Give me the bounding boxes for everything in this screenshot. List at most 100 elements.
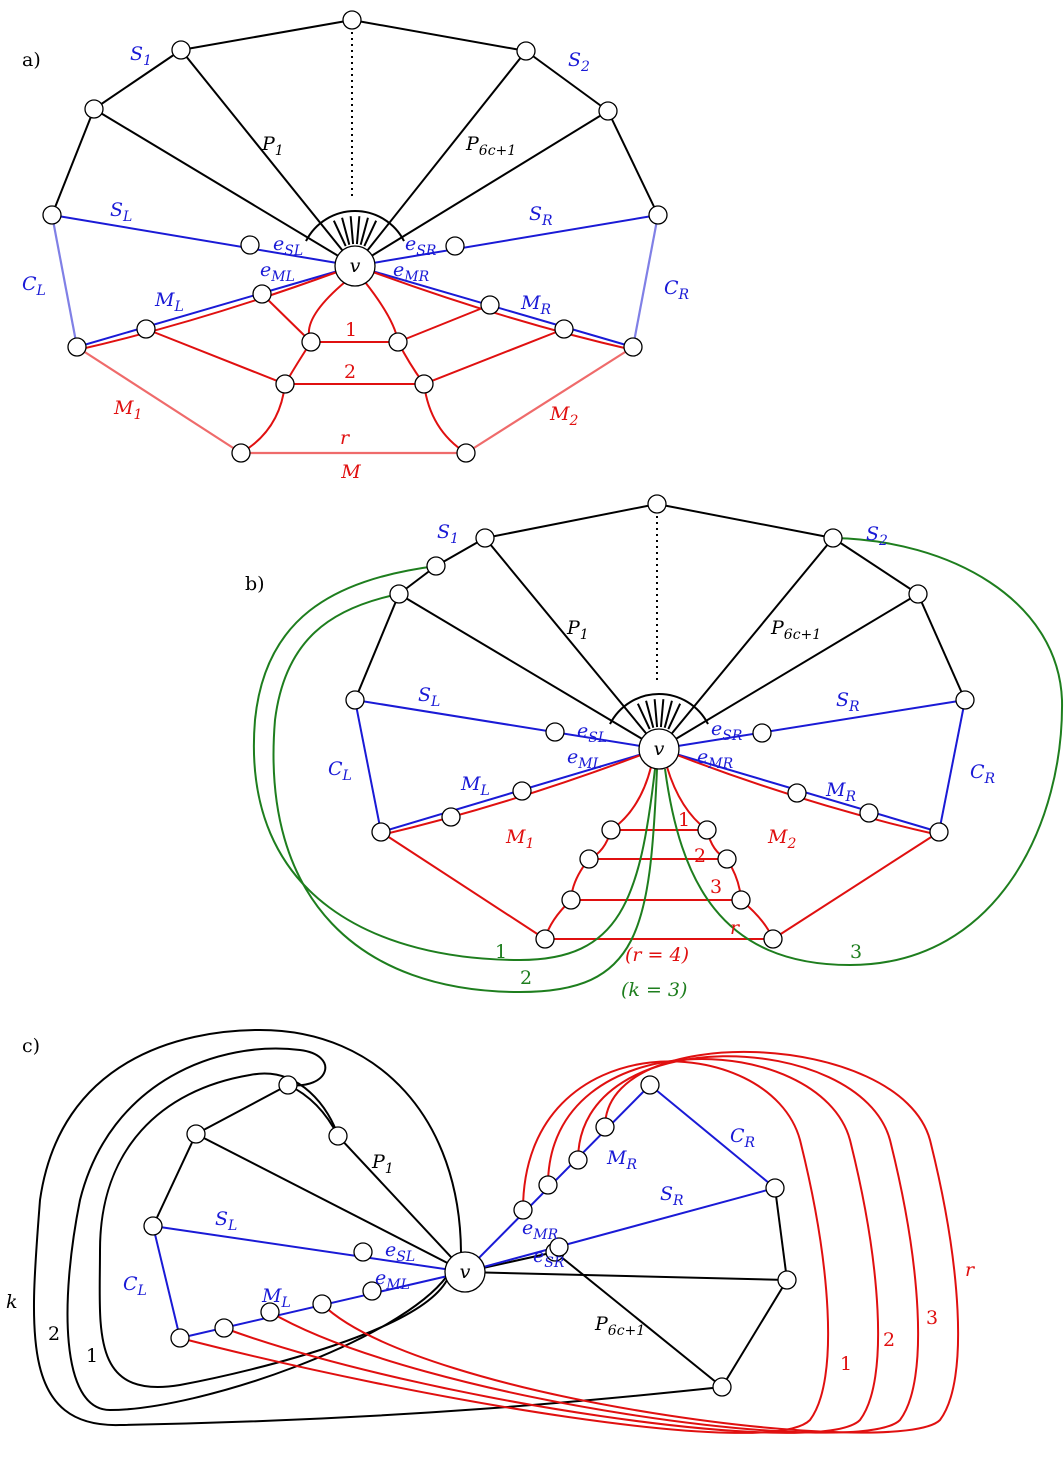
red-MR [676, 754, 940, 836]
vertex [955, 690, 975, 710]
vertex [260, 1302, 280, 1322]
fan-spoke [645, 700, 655, 729]
vertex [136, 319, 156, 339]
vertex [787, 783, 807, 803]
vertex [763, 929, 783, 949]
label-SL: SL [215, 1208, 237, 1234]
label-S2: S2 [568, 49, 590, 75]
vertex [371, 822, 391, 842]
red-chain-left [240, 281, 346, 454]
vertex [512, 781, 532, 801]
edge-CR [649, 1084, 776, 1189]
edge [721, 1279, 788, 1388]
vertex [640, 1075, 660, 1095]
label-CL: CL [123, 1273, 147, 1299]
label-eSL: eSL [273, 233, 303, 259]
vertex [441, 807, 461, 827]
vertex [908, 584, 928, 604]
vertex [170, 1328, 190, 1348]
label-green-2: 2 [520, 967, 532, 989]
vertex [598, 101, 618, 121]
vertex [595, 1117, 615, 1137]
fan-spoke [663, 700, 673, 729]
vertex-v [334, 245, 376, 287]
edge-ML [76, 265, 356, 348]
fan-spoke [636, 703, 651, 730]
label-S1: S1 [130, 43, 152, 69]
label-v: v [460, 1261, 471, 1283]
vertex [67, 337, 87, 357]
vertex [717, 849, 737, 869]
edge-M2 [772, 831, 940, 940]
edge-SL [152, 1225, 466, 1273]
fan-spoke [341, 217, 351, 246]
vertex [345, 690, 365, 710]
vertex [214, 1318, 234, 1338]
spoke-P1 [180, 49, 356, 267]
outer-edge [51, 108, 95, 216]
label-red-1: 1 [840, 1353, 852, 1375]
red-ML [380, 754, 642, 836]
label-eMR: eMR [393, 259, 430, 285]
label-row-2: 2 [694, 845, 706, 867]
black-loop-1 [98, 1072, 448, 1388]
label-S1: S1 [437, 521, 459, 547]
label-eML: eML [260, 259, 295, 285]
black-loop-2 [66, 1047, 448, 1412]
red-edge [397, 304, 491, 343]
green-curve-2 [272, 593, 658, 994]
label-P6c1: P6c+1 [465, 133, 516, 159]
red-MR [372, 271, 634, 351]
outer-edge [484, 503, 658, 539]
vertex [426, 556, 446, 576]
vertex [647, 494, 667, 514]
red-loop-4 [321, 1050, 960, 1434]
outer-edge [354, 593, 400, 701]
label-eSR: eSR [533, 1245, 565, 1271]
vertex [143, 1216, 163, 1236]
edge-CL [50, 214, 79, 348]
vertex [929, 822, 949, 842]
vertex [362, 1281, 382, 1301]
vertex [765, 1178, 785, 1198]
vertex [353, 1242, 373, 1262]
vertex [301, 332, 321, 352]
label-eSL: eSL [577, 720, 607, 746]
label-ML: ML [154, 289, 184, 315]
fan-spoke [355, 216, 361, 245]
vertex [648, 205, 668, 225]
vertex [312, 1294, 332, 1314]
vertex [752, 723, 772, 743]
panel-label-b: b) [245, 573, 265, 595]
edge-CR [631, 214, 660, 348]
label-k-eq: (k = 3) [621, 979, 687, 1001]
green-curve-3 [664, 537, 1064, 967]
label-green-1: 1 [495, 941, 507, 963]
edge-M1 [76, 346, 242, 454]
label-P6c1: P6c+1 [594, 1313, 645, 1339]
label-row-3: 3 [710, 876, 722, 898]
label-row-r: r [730, 917, 741, 939]
edge-CL [354, 699, 382, 833]
vertex-v [444, 1251, 486, 1293]
vertex [545, 722, 565, 742]
vertex [414, 374, 434, 394]
fan-spoke [653, 699, 659, 728]
outer-edge [180, 19, 353, 51]
vertex [579, 849, 599, 869]
red-edge [261, 293, 312, 343]
vertex [623, 337, 643, 357]
outer-edge [525, 50, 609, 112]
outer-edge [351, 19, 527, 52]
fan-arc [609, 693, 709, 725]
edge-CR [938, 699, 966, 833]
vertex [513, 1200, 533, 1220]
edge-SR [354, 214, 659, 267]
label-M1: M1 [113, 397, 142, 423]
vertex [859, 803, 879, 823]
fan-spoke [667, 703, 682, 730]
label-CR: CR [970, 761, 996, 787]
vertex [388, 332, 408, 352]
label-black-k: k [6, 1291, 18, 1313]
edges-layer [32, 19, 1064, 1434]
